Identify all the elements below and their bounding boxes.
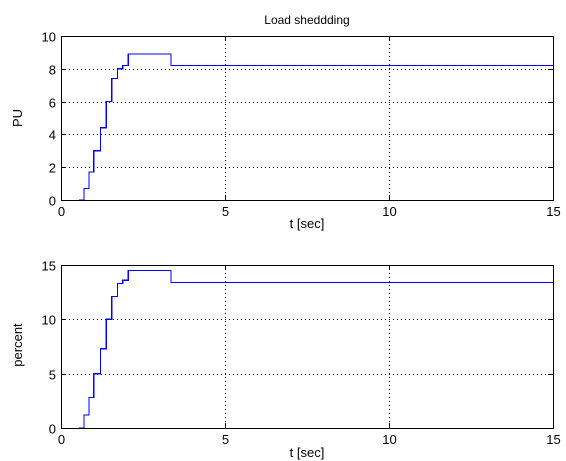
data-series-line: [79, 269, 553, 429]
y-tick-label: 2: [49, 161, 56, 176]
x-tick-label: 15: [546, 204, 560, 219]
x-tick-label: 10: [382, 432, 396, 447]
axes-frame: [61, 265, 554, 429]
data-series-line: [79, 53, 553, 201]
plot-area: [61, 265, 553, 428]
y-tick-label: 15: [42, 259, 56, 274]
y-tick-label: 6: [49, 96, 56, 111]
chart-load-pu: Load sheddding PU t [sec] 0 5 10 15 0 2 4 6 8 10: [10, 13, 561, 231]
x-tick-label: 10: [382, 204, 396, 219]
y-tick-label: 10: [42, 30, 56, 45]
x-tick-label: 15: [546, 432, 560, 447]
chart-load-percent: percent t [sec] 0 5 10 15 0 5 10 15: [10, 259, 561, 461]
y-tick-label: 0: [49, 422, 56, 437]
y-tick-label: 0: [49, 194, 56, 209]
chart-title: Load sheddding: [264, 13, 349, 27]
y-tick-label: 5: [49, 368, 56, 383]
y-tick-label: 8: [49, 63, 56, 78]
x-tick-label: 5: [222, 432, 229, 447]
x-axis-label: t [sec]: [290, 216, 325, 231]
x-tick-label: 0: [58, 204, 65, 219]
x-axis-label: t [sec]: [290, 445, 325, 460]
axes-frame: [61, 36, 554, 201]
y-tick-label: 10: [42, 313, 56, 328]
y-axis-label: percent: [10, 323, 25, 367]
x-tick-label: 0: [58, 432, 65, 447]
y-tick-label: 4: [49, 128, 56, 143]
y-axis-label: PU: [10, 109, 25, 127]
plot-area: [61, 36, 553, 200]
x-tick-label: 5: [222, 204, 229, 219]
